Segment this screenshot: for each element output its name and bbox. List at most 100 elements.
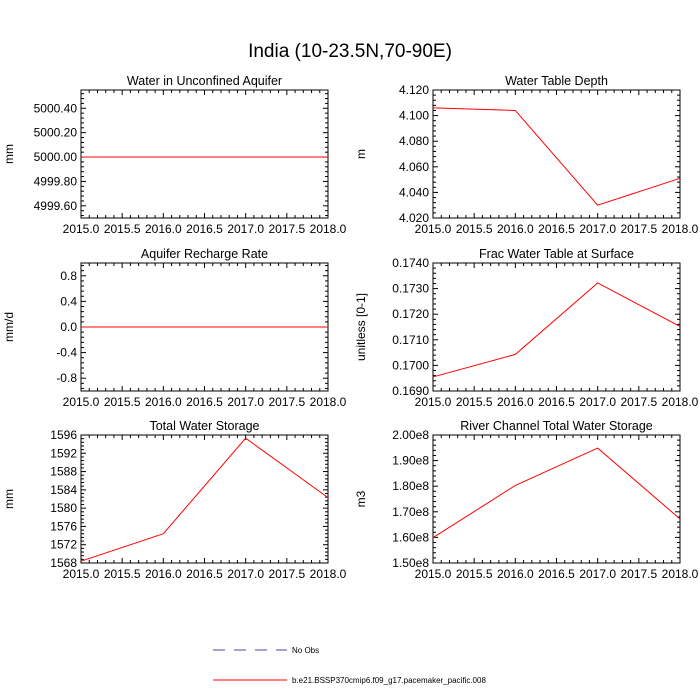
x-tick-label: 2017.5 [268,222,305,236]
panel-3: Aquifer Recharge Rate mm/d 2015.0 2015.5 201… [2,247,347,409]
x-tick-label: 2015.0 [63,222,100,236]
y-tick-label: 1572 [50,538,77,552]
y-tick-label: 2.00e8 [392,428,429,442]
x-tick-label: 2017.0 [227,567,264,581]
y-tick-label: 1568 [50,556,77,570]
x-tick-label: 2017.5 [620,395,657,409]
y-tick-label: 0.8 [60,269,77,283]
y-axis-label: m3 [354,490,368,507]
x-tick-label: 2015.5 [456,222,493,236]
panel-title: Water Table Depth [505,74,608,88]
panel-title: Aquifer Recharge Rate [141,247,268,261]
figure-title: India (10-23.5N,70-90E) [248,41,452,62]
x-tick-label: 2016.5 [538,222,575,236]
y-tick-label: -0.4 [56,346,77,360]
y-tick-label: 4.120 [399,83,429,97]
x-tick-label: 2017.0 [579,395,616,409]
y-tick-label: 0.1690 [392,384,429,398]
series-line [432,282,681,378]
x-tick-label: 2015.5 [104,567,141,581]
panel-title: Frac Water Table at Surface [479,247,634,261]
y-tick-label: 0.1700 [392,358,429,372]
y-tick-label: 1576 [50,519,77,533]
legend-label-model: b.e21.BSSP370cmip6.f09_g17.pacemaker_pac… [292,676,486,685]
x-tick-label: 2015.0 [63,395,100,409]
y-tick-label: -0.8 [56,371,77,385]
y-tick-label: 0.1730 [392,282,429,296]
x-tick-label: 2016.5 [186,222,223,236]
y-tick-label: 4999.80 [34,174,78,188]
y-tick-label: 0.0 [60,320,77,334]
panel-title: River Channel Total Water Storage [460,419,653,433]
x-tick-label: 2016.5 [186,395,223,409]
y-axis-label: mm [2,489,16,509]
y-tick-label: 1584 [50,483,77,497]
x-tick-label: 2018.0 [662,567,699,581]
y-tick-label: 4.040 [399,185,429,199]
x-tick-label: 2017.5 [620,567,657,581]
x-tick-label: 2017.0 [579,567,616,581]
x-tick-label: 2015.0 [415,395,452,409]
x-tick-label: 2017.5 [268,395,305,409]
y-axis-label: mm [2,144,16,164]
x-tick-label: 2017.5 [268,567,305,581]
y-tick-label: 1580 [50,501,77,515]
y-tick-label: 1.60e8 [392,530,429,544]
x-tick-label: 2016.0 [497,395,534,409]
y-axis-label: m [354,149,368,159]
y-tick-label: 5000.00 [34,150,78,164]
panel-6: River Channel Total Water Storage m3 2015.… [354,419,699,581]
series-line [432,447,681,539]
x-tick-label: 2015.0 [415,222,452,236]
x-tick-label: 2016.0 [145,222,182,236]
series-line [432,107,681,206]
panel-5: Total Water Storage mm 2015.0 2015.5 2016.0 2… [2,419,347,581]
panel-4: Frac Water Table at Surface unitless [0-1… [354,247,699,409]
x-tick-label: 2015.5 [104,395,141,409]
x-tick-label: 2018.0 [310,567,347,581]
panel-title: Total Water Storage [149,419,259,433]
y-tick-label: 0.1720 [392,307,429,321]
x-tick-label: 2016.5 [538,395,575,409]
y-tick-label: 4999.60 [34,199,78,213]
y-tick-label: 1596 [50,428,77,442]
y-tick-label: 0.4 [60,294,77,308]
y-axis-label: unitless [0-1] [354,293,368,361]
x-tick-label: 2017.0 [227,222,264,236]
y-axis-label: mm/d [2,312,16,342]
y-tick-label: 1588 [50,465,77,479]
y-tick-label: 5000.40 [34,101,78,115]
y-tick-label: 1.50e8 [392,556,429,570]
series-line [80,437,329,562]
legend-label-no-obs: No Obs [292,646,319,655]
x-tick-label: 2015.0 [63,567,100,581]
x-tick-label: 2018.0 [310,395,347,409]
x-tick-label: 2016.0 [145,395,182,409]
y-tick-label: 1.70e8 [392,505,429,519]
legend: No Obs b.e21.BSSP370cmip6.f09_g17.pacema… [213,646,486,685]
x-tick-label: 2018.0 [662,222,699,236]
y-tick-label: 0.1740 [392,256,429,270]
x-tick-label: 2016.0 [497,222,534,236]
x-tick-label: 2016.5 [186,567,223,581]
x-tick-label: 2015.0 [415,567,452,581]
panels-group: Water in Unconfined Aquifer mm 2015.0 2015.… [2,74,699,581]
x-tick-label: 2017.5 [620,222,657,236]
x-tick-label: 2017.0 [579,222,616,236]
x-tick-label: 2016.5 [538,567,575,581]
x-tick-label: 2015.5 [456,395,493,409]
y-tick-label: 5000.20 [34,126,78,140]
y-tick-label: 4.080 [399,134,429,148]
x-tick-label: 2018.0 [310,222,347,236]
x-tick-label: 2016.0 [497,567,534,581]
x-tick-label: 2016.0 [145,567,182,581]
panel-1: Water in Unconfined Aquifer mm 2015.0 2015.… [2,74,347,236]
x-tick-label: 2017.0 [227,395,264,409]
y-tick-label: 1.80e8 [392,479,429,493]
y-tick-label: 1.90e8 [392,454,429,468]
panel-title: Water in Unconfined Aquifer [127,74,282,88]
x-tick-label: 2015.5 [104,222,141,236]
x-tick-label: 2018.0 [662,395,699,409]
y-tick-label: 0.1710 [392,333,429,347]
